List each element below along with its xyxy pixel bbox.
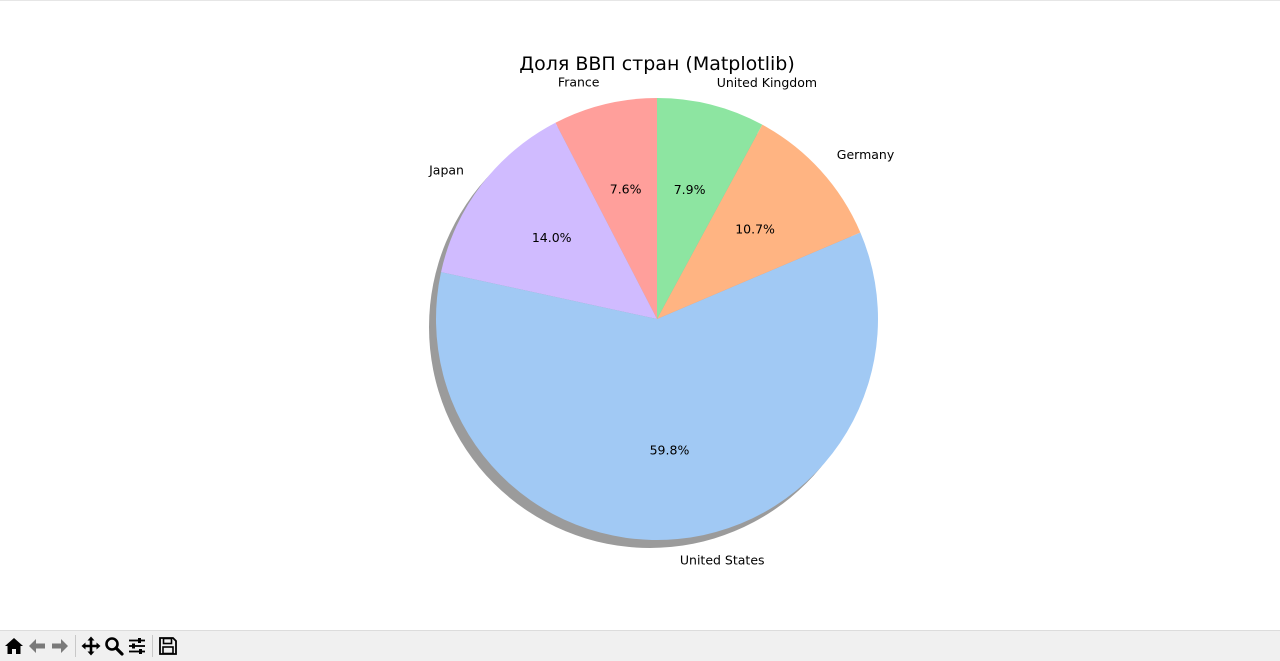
navigation-toolbar: [0, 630, 1280, 661]
back-icon: [29, 639, 45, 653]
slice-label: France: [558, 74, 600, 89]
forward-button[interactable]: [49, 634, 71, 658]
save-icon: [159, 637, 177, 655]
slice-percent-label: 14.0%: [532, 230, 572, 245]
pie-labels: France 7.6% Japan 14.0% United States 59.8% Ge…: [428, 74, 895, 567]
toolbar-separator: [75, 635, 76, 657]
chart-title: Доля ВВП стран (Matplotlib): [519, 53, 795, 75]
zoom-icon: [105, 637, 124, 656]
figure-canvas: Доля ВВП стран (Matplotlib) France 7.6% Ja…: [0, 0, 1280, 568]
configure-subplots-button[interactable]: [126, 634, 148, 658]
forward-icon: [52, 639, 68, 653]
back-button[interactable]: [26, 634, 48, 658]
pie-slices: [436, 98, 879, 540]
slice-label: Germany: [837, 147, 895, 162]
slice-label: Japan: [428, 163, 464, 178]
slice-percent-label: 7.9%: [674, 182, 706, 197]
home-icon: [5, 638, 23, 654]
save-button[interactable]: [157, 634, 179, 658]
slice-percent-label: 10.7%: [735, 221, 775, 236]
slice-percent-label: 59.8%: [650, 443, 690, 458]
configure-subplots-icon: [129, 638, 145, 654]
pie-chart: Доля ВВП стран (Matplotlib) France 7.6% Ja…: [428, 53, 895, 568]
pan-button[interactable]: [80, 634, 102, 658]
home-button[interactable]: [3, 634, 25, 658]
pie-slice-germany: [657, 124, 861, 319]
slice-percent-label: 7.6%: [610, 182, 642, 197]
slice-label: United States: [680, 553, 765, 568]
pan-icon: [81, 636, 101, 656]
pie-slice-united-kingdom: [657, 98, 763, 319]
pie-slice-japan: [441, 122, 657, 319]
pie-slice-france: [555, 98, 657, 319]
toolbar-separator: [152, 635, 153, 657]
zoom-button[interactable]: [103, 634, 125, 658]
pie-slice-united-states: [436, 232, 879, 540]
slice-label: United Kingdom: [717, 75, 817, 90]
